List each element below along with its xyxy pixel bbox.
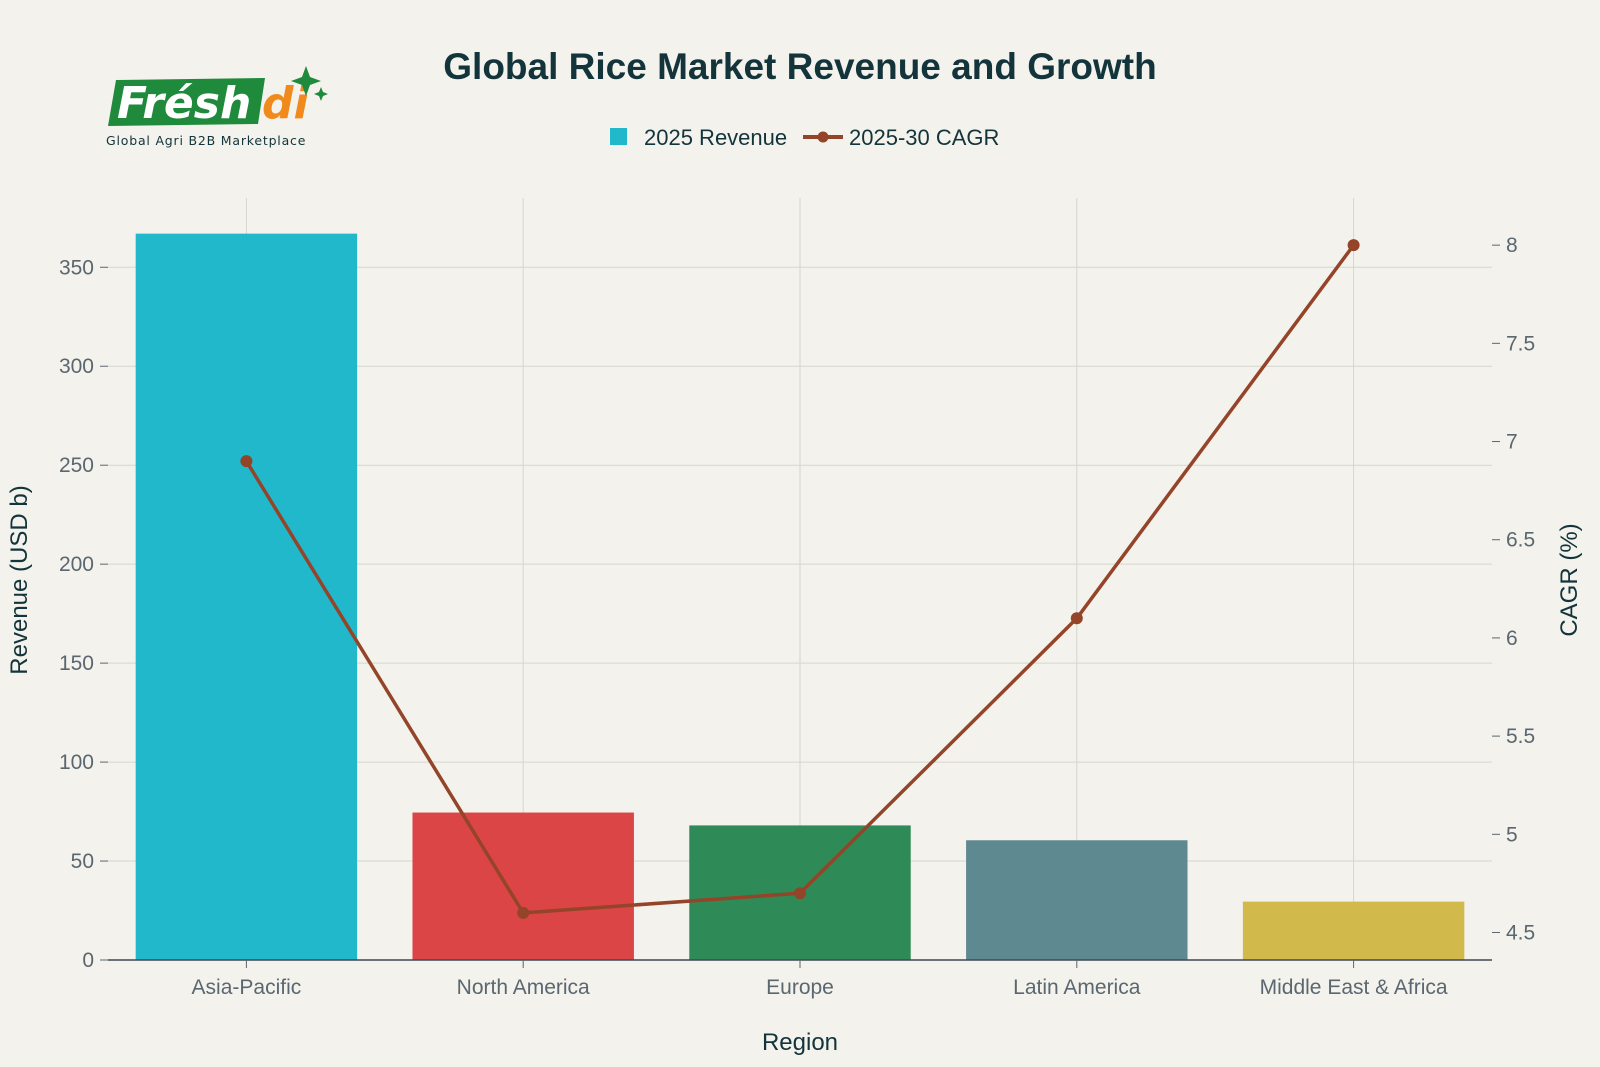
y2-tick-label: 4.5 — [1506, 922, 1535, 945]
logo-wordmark-main: Frésh — [117, 78, 251, 129]
bar-latin-america — [966, 840, 1188, 960]
cagr-point — [1347, 239, 1360, 252]
bar-north-america — [412, 812, 634, 960]
bar-middle-east-africa — [1242, 901, 1465, 960]
legend-swatch-revenue — [610, 128, 627, 145]
axes: 0 50 100 150 200 250 300 350 4.5 5 5.5 6 6.5 7 7.5 8 Asi… — [59, 234, 1535, 999]
sparkle-small-icon — [314, 87, 328, 101]
y-tick-label: 250 — [59, 454, 94, 477]
y-tick-label: 150 — [59, 652, 94, 675]
sparkle-icon — [291, 66, 321, 96]
legend-label-revenue: 2025 Revenue — [644, 125, 787, 150]
y2-tick-label: 8 — [1506, 234, 1518, 257]
y-tick-label: 200 — [59, 553, 94, 576]
y-tick-label: 50 — [71, 850, 94, 873]
y2-tick-label: 5.5 — [1506, 725, 1535, 748]
x-tick-label: Asia-Pacific — [192, 976, 302, 999]
y2-tick-label: 7 — [1506, 431, 1518, 454]
x-tick-label: Europe — [766, 976, 834, 999]
logo-wordmark-accent: di — [262, 78, 309, 129]
legend-label-cagr: 2025-30 CAGR — [849, 125, 999, 150]
cagr-point — [1070, 612, 1083, 625]
x-axis-title: Region — [762, 1029, 838, 1056]
legend: 2025 Revenue 2025-30 CAGR — [610, 125, 999, 150]
revenue-bars — [135, 233, 1465, 960]
y-axis-title: Revenue (USD b) — [6, 485, 33, 674]
cagr-line-series — [240, 239, 1360, 919]
y2-tick-label: 7.5 — [1506, 332, 1535, 355]
logo-tagline: Global Agri B2B Marketplace — [106, 133, 306, 148]
y2-tick-label: 6.5 — [1506, 529, 1535, 552]
x-tick-label: North America — [457, 976, 590, 999]
x-tick-label: Middle East & Africa — [1260, 976, 1448, 999]
cagr-point — [794, 887, 806, 900]
y-tick-label: 0 — [82, 949, 94, 972]
y2-tick-label: 5 — [1506, 823, 1518, 846]
y-tick-label: 350 — [59, 256, 94, 279]
chart-title: Global Rice Market Revenue and Growth — [443, 46, 1156, 87]
y2-axis-title: CAGR (%) — [1556, 523, 1583, 636]
x-tick-label: Latin America — [1013, 976, 1141, 999]
legend-swatch-cagr-marker — [817, 131, 829, 143]
cagr-point — [517, 906, 530, 919]
logo: Frésh di Global Agri B2B Marketplace — [106, 66, 328, 148]
cagr-point — [240, 455, 253, 468]
y-tick-label: 100 — [59, 751, 94, 774]
y2-tick-label: 6 — [1506, 627, 1518, 650]
bar-asia-pacific — [135, 233, 358, 960]
y-tick-label: 300 — [59, 355, 94, 378]
